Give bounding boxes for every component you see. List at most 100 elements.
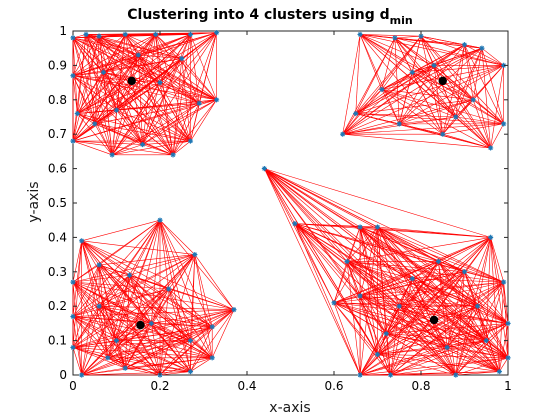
- cluster-2-edge: [355, 35, 422, 114]
- x-tick-label: 0: [69, 379, 77, 393]
- cluster-3-edge: [81, 240, 130, 276]
- cluster-4-edge: [264, 168, 387, 334]
- cluster-4-point: [331, 300, 337, 306]
- cluster-4-edge: [359, 295, 448, 348]
- cluster-2-point: [488, 145, 494, 151]
- cluster-3-edge: [72, 281, 213, 359]
- cluster-4-edge: [385, 261, 439, 334]
- cluster-4-edge: [447, 347, 509, 359]
- cluster-3-edge: [194, 254, 235, 310]
- cluster-4-edge: [438, 237, 491, 262]
- cluster-4-edge: [386, 333, 448, 348]
- cluster-4-edge: [438, 261, 509, 358]
- cluster-1-edge: [138, 54, 200, 104]
- cluster-1-edge: [77, 36, 100, 114]
- cluster-4-edge: [412, 278, 478, 307]
- cluster-4-edge: [377, 354, 456, 376]
- cluster-1-edge: [72, 75, 143, 145]
- cluster-4-edge: [377, 261, 439, 355]
- cluster-3-edge: [151, 323, 191, 341]
- cluster-2-edge: [342, 133, 491, 149]
- cluster-3-edge: [151, 323, 191, 372]
- cluster-1-edge: [94, 123, 191, 142]
- cluster-4-edge: [294, 223, 387, 334]
- cluster-4-edge: [359, 261, 439, 376]
- cluster-3-edge: [72, 281, 213, 328]
- cluster-2-edge: [359, 34, 383, 90]
- cluster-1-edge: [172, 99, 217, 156]
- x-tick-label: 0.2: [150, 379, 169, 393]
- cluster-3-edge: [116, 340, 191, 372]
- cluster-1-edge: [103, 72, 113, 155]
- cluster-1-edge: [72, 75, 161, 83]
- cluster-2-edge: [359, 34, 435, 66]
- cluster-3-edge: [107, 340, 117, 358]
- cluster-4-edge: [390, 261, 439, 376]
- cluster-4-edge: [377, 226, 439, 262]
- cluster-1-edge: [103, 71, 217, 101]
- cluster-2-point: [392, 35, 398, 41]
- cluster-1-edge: [142, 102, 200, 145]
- centroid-4: [429, 315, 439, 325]
- cluster-1-edge: [77, 34, 191, 114]
- cluster-3-edge: [81, 326, 213, 376]
- y-tick-label: 0.2: [48, 299, 67, 313]
- cluster-3-edge: [72, 281, 191, 372]
- cluster-4-edge: [477, 305, 509, 324]
- x-tick-label: 0.8: [411, 379, 430, 393]
- cluster-2-edge: [412, 72, 457, 118]
- cluster-1-edge: [85, 34, 96, 124]
- cluster-2-point: [501, 62, 507, 68]
- cluster-1-point: [157, 80, 163, 86]
- cluster-3-edge: [72, 340, 191, 348]
- cluster-1-edge: [85, 34, 217, 101]
- cluster-3-edge: [72, 254, 195, 283]
- cluster-3-point: [166, 286, 172, 292]
- cluster-3-edge: [124, 323, 152, 369]
- cluster-1-edge: [103, 34, 126, 73]
- cluster-4-edge: [359, 305, 478, 376]
- chart-title-subscript: min: [390, 14, 413, 27]
- cluster-3-edge: [99, 288, 169, 307]
- cluster-1-edge: [125, 34, 182, 59]
- cluster-3-edge: [99, 305, 234, 310]
- cluster-3-edge: [194, 254, 213, 327]
- cluster-3-edge: [151, 309, 234, 324]
- cluster-3-edge: [72, 347, 108, 359]
- cluster-1-edge: [72, 34, 156, 76]
- cluster-1-edge: [94, 123, 113, 155]
- cluster-1-edge: [159, 82, 217, 101]
- cluster-4-edge: [438, 261, 478, 307]
- cluster-1-point: [122, 31, 128, 38]
- cluster-4-edge: [485, 282, 504, 341]
- cluster-3-edge: [107, 357, 191, 372]
- cluster-4-point: [505, 320, 511, 326]
- cluster-3-edge: [72, 281, 100, 307]
- y-tick-label: 0.8: [48, 93, 67, 107]
- cluster-2-point: [396, 121, 402, 127]
- cluster-3-edge: [159, 219, 196, 255]
- cluster-3-edge: [151, 254, 196, 324]
- cluster-1-point: [70, 73, 76, 79]
- cluster-1-edge: [77, 58, 182, 114]
- cluster-1-edge: [103, 58, 182, 73]
- cluster-3-edge: [81, 309, 235, 376]
- cluster-4-edge: [377, 354, 391, 376]
- cluster-1-edge: [94, 54, 139, 125]
- centroid-3: [136, 320, 145, 330]
- cluster-4-edge: [446, 281, 504, 348]
- cluster-3-edge: [125, 357, 213, 369]
- cluster-3-edge: [72, 240, 82, 283]
- cluster-2-point: [461, 42, 468, 48]
- cluster-1-edge: [172, 140, 191, 156]
- cluster-3-edge: [98, 275, 130, 307]
- cluster-4-edge: [377, 354, 509, 359]
- cluster-4-edge: [359, 278, 413, 376]
- cluster-1-edge: [142, 82, 161, 145]
- cluster-1-edge: [138, 54, 217, 101]
- cluster-3-edge: [125, 326, 213, 369]
- cluster-1-edge: [77, 113, 95, 125]
- cluster-4-edge: [486, 340, 509, 359]
- cluster-3-edge: [72, 264, 100, 348]
- y-tick-label: 0.4: [48, 230, 67, 244]
